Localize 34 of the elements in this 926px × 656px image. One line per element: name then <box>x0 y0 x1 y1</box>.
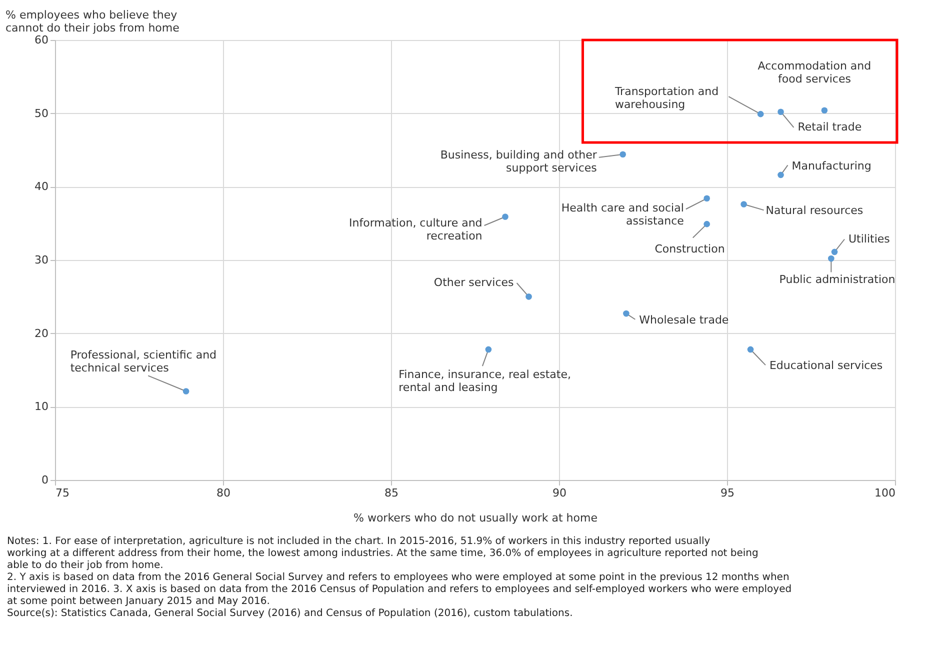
annotation: Business, building and other support services <box>440 148 598 175</box>
text: Notes: 1. For ease of interpretation, agriculture is not included in the chart. In 2015-2016, 51.9% of workers in this industry reported usually working at a different address from their home, the lowest among industries. At the same time, 36.0% of employees in agriculture reported not being able to do their job from home. <box>7 536 758 571</box>
annotation: Accommodation and food services <box>758 60 872 86</box>
annotation: Public administration <box>779 273 896 286</box>
x-axis-title: % workers who do not usually work at home <box>354 512 598 524</box>
annotation: Other services <box>434 276 514 290</box>
x-tick-label: 95 <box>720 486 734 500</box>
x-tick-label: 80 <box>216 486 230 500</box>
y-tick-label: 40 <box>34 180 48 194</box>
annotation: Construction <box>654 242 725 256</box>
y-tick-label: 30 <box>34 254 48 266</box>
annotation: Utilities <box>848 232 890 246</box>
text: 2. Y axis is based on data from the 2016 General Social Survey and refers to employees who were employed at some point in the previous 12 months when interviewed in 2016. 3. X axis is based on data from the 2016 Census of Population and refers to employees and self-employed workers who were employed at some point between January 2015 and May 2016. <box>7 572 792 607</box>
x-tick-label: 100 <box>874 486 896 500</box>
annotation: Educational services <box>769 359 883 372</box>
annotation: Manufacturing <box>792 159 872 172</box>
y-tick-label: 50 <box>34 106 48 120</box>
annotation: Finance, insurance, real estate, rental and leasing <box>398 368 571 394</box>
source-note: Source(s): Statistics Canada, General Social Survey (2016) and Census of Population (2016), custom tabulations. <box>7 608 573 619</box>
y-tick-label: 20 <box>34 326 48 340</box>
x-tick-label: 75 <box>56 486 70 500</box>
annotation: Health care and social assistance <box>561 201 684 228</box>
y-tick-label: 0 <box>42 474 48 486</box>
x-tick-label: 90 <box>552 486 566 500</box>
y-tick-label: 10 <box>34 400 48 414</box>
annotation: Wholesale trade <box>639 314 729 327</box>
annotation: Information, culture and recreation <box>349 216 482 243</box>
y-axis-title: % employees who believe they cannot do their jobs from home <box>6 8 180 34</box>
x-tick-label: 85 <box>384 486 398 500</box>
annotation: Natural resources <box>766 204 864 218</box>
annotation: Professional, scientific and technical services <box>70 348 217 374</box>
annotation: Retail trade <box>798 120 862 134</box>
y-tick-label: 60 <box>34 34 48 46</box>
annotation: Transportation and warehousing <box>614 84 719 111</box>
